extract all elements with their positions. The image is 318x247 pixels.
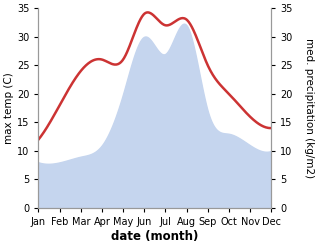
Y-axis label: max temp (C): max temp (C)	[4, 72, 14, 144]
X-axis label: date (month): date (month)	[111, 230, 198, 243]
Y-axis label: med. precipitation (kg/m2): med. precipitation (kg/m2)	[304, 38, 314, 178]
